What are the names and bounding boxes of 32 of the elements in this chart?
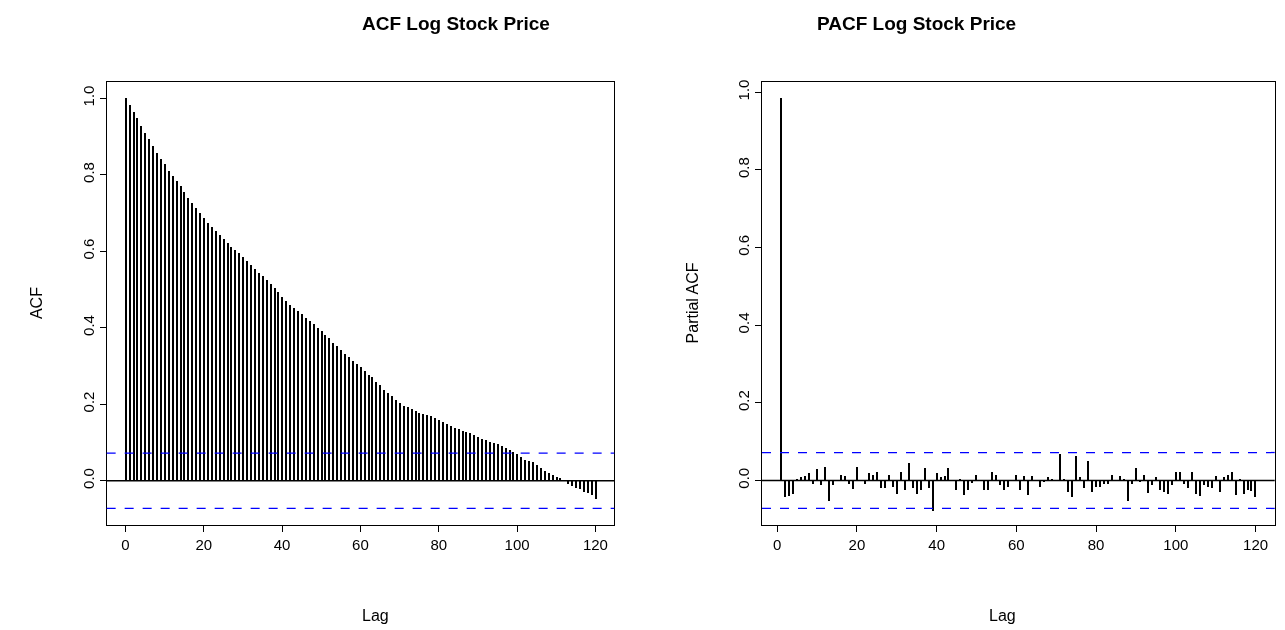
x-tick-label: 120: [1243, 536, 1269, 554]
x-tick-label: 20: [195, 536, 213, 554]
chart-title: ACF Log Stock Price: [362, 13, 550, 34]
y-tick-label: 0.2: [79, 391, 97, 413]
y-tick-label: 0.6: [79, 238, 97, 260]
y-axis-title: ACF: [28, 286, 46, 320]
y-tick-label: 0.0: [79, 468, 97, 489]
x-tick-label: 60: [352, 536, 369, 554]
x-tick-label: 40: [273, 536, 291, 554]
x-tick-label: 100: [504, 536, 530, 554]
x-tick-label: 120: [582, 536, 608, 554]
x-tick-label: 60: [1008, 536, 1025, 554]
y-tick-label: 0.8: [79, 162, 97, 183]
y-tick-label: 0.2: [735, 390, 753, 412]
x-tick-label: 40: [928, 536, 945, 554]
y-tick-label: 1.0: [735, 79, 753, 101]
x-tick-label: 80: [1087, 536, 1105, 554]
x-tick-label: 20: [848, 536, 866, 554]
x-tick-label: 80: [430, 536, 448, 554]
y-tick-label: 0.6: [735, 234, 753, 256]
x-axis-title: Lag: [989, 607, 1016, 624]
y-tick-label: 1.0: [79, 85, 97, 107]
y-tick-label: 0.8: [735, 157, 753, 179]
x-tick-label: 0: [772, 536, 782, 554]
x-tick-label: 100: [1163, 536, 1189, 554]
x-axis-title: Lag: [362, 607, 389, 624]
y-tick-label: 0.0: [735, 467, 753, 489]
x-tick-label: 0: [121, 536, 130, 554]
chart-title: PACF Log Stock Price: [817, 13, 1017, 34]
y-axis-title: Partial ACF: [683, 262, 701, 344]
y-tick-label: 0.4: [79, 315, 97, 336]
y-tick-label: 0.4: [735, 312, 753, 334]
